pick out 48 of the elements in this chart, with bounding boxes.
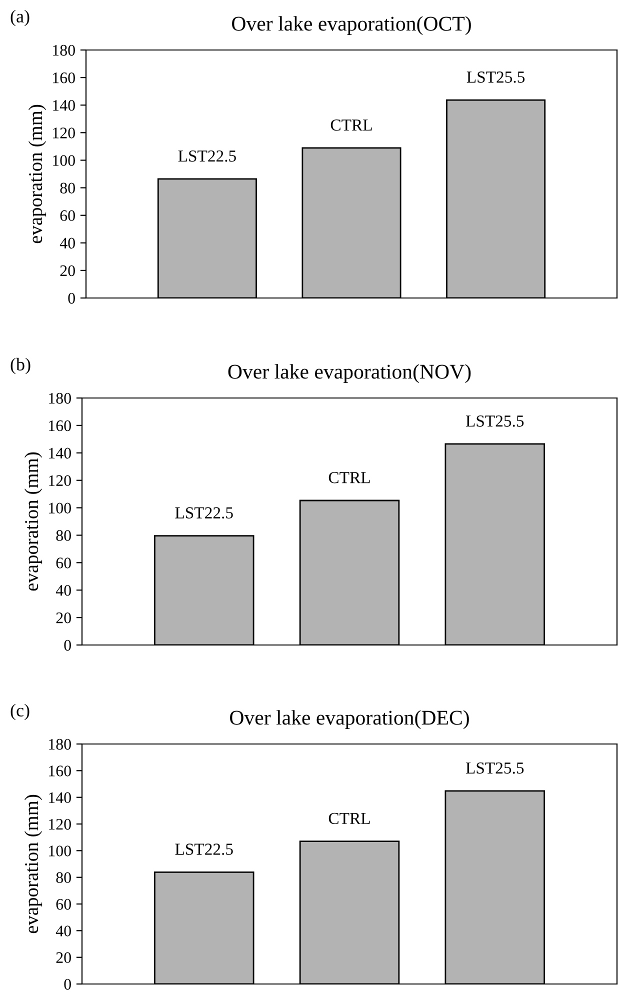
y-tick-label: 0 — [64, 978, 71, 990]
y-tick-label: 120 — [49, 818, 71, 830]
y-tick-label: 20 — [56, 612, 71, 624]
x-tick-label: CTRL — [328, 472, 370, 484]
text: (b) — [10, 358, 30, 374]
y-tick-label: 60 — [56, 558, 71, 568]
y-tick-label: 20 — [56, 952, 71, 964]
y-tick-label: 100 — [53, 155, 75, 166]
y-tick-label: 160 — [49, 420, 71, 432]
y-tick-label: 0 — [64, 640, 71, 651]
y-axis-title: evaporation (mm) — [24, 794, 42, 934]
y-axis-title: evaporation (mm) — [28, 104, 46, 244]
y-tick-label: 60 — [60, 210, 75, 222]
y-tick-label: 180 — [53, 44, 75, 56]
y-tick-label: 160 — [53, 72, 75, 84]
y-tick-label: 140 — [53, 100, 75, 111]
y-tick-label: 80 — [56, 530, 71, 541]
y-tick-label: 20 — [60, 265, 75, 276]
y-tick-label: 100 — [49, 502, 71, 514]
y-tick-label: 180 — [49, 738, 71, 750]
y-tick-label: 160 — [49, 766, 71, 776]
chart-title: Over lake evaporation(OCT) — [232, 16, 471, 35]
y-tick-label: 140 — [49, 448, 71, 459]
chart-title: Over lake evaporation(DEC) — [230, 710, 469, 729]
y-tick-label: 40 — [56, 926, 71, 936]
y-tick-label: 80 — [60, 182, 75, 194]
y-tick-label: 100 — [49, 846, 71, 856]
y-tick-label: 0 — [68, 292, 75, 304]
y-tick-label: 80 — [56, 872, 71, 884]
y-axis-title: evaporation (mm) — [24, 452, 42, 591]
y-tick-label: 120 — [53, 128, 75, 138]
y-tick-label: 60 — [56, 898, 71, 910]
text: (c) — [10, 704, 30, 720]
y-tick-label: 140 — [49, 792, 71, 804]
y-tick-label: 40 — [56, 585, 71, 596]
x-tick-label: LST22.5 — [178, 150, 236, 162]
x-tick-label: LST25.5 — [466, 415, 524, 427]
chart-title: Over lake evaporation(NOV) — [228, 364, 471, 383]
y-tick-label: 40 — [60, 238, 75, 249]
text: (a) — [10, 10, 30, 26]
x-tick-label: LST25.5 — [466, 72, 525, 83]
x-tick-label: LST22.5 — [175, 507, 233, 519]
y-tick-label: 120 — [49, 475, 71, 486]
y-tick-label: 180 — [49, 392, 71, 404]
x-tick-label: LST25.5 — [466, 762, 524, 774]
x-tick-label: LST22.5 — [175, 844, 233, 855]
x-tick-label: CTRL — [330, 119, 372, 131]
x-tick-label: CTRL — [328, 812, 370, 824]
